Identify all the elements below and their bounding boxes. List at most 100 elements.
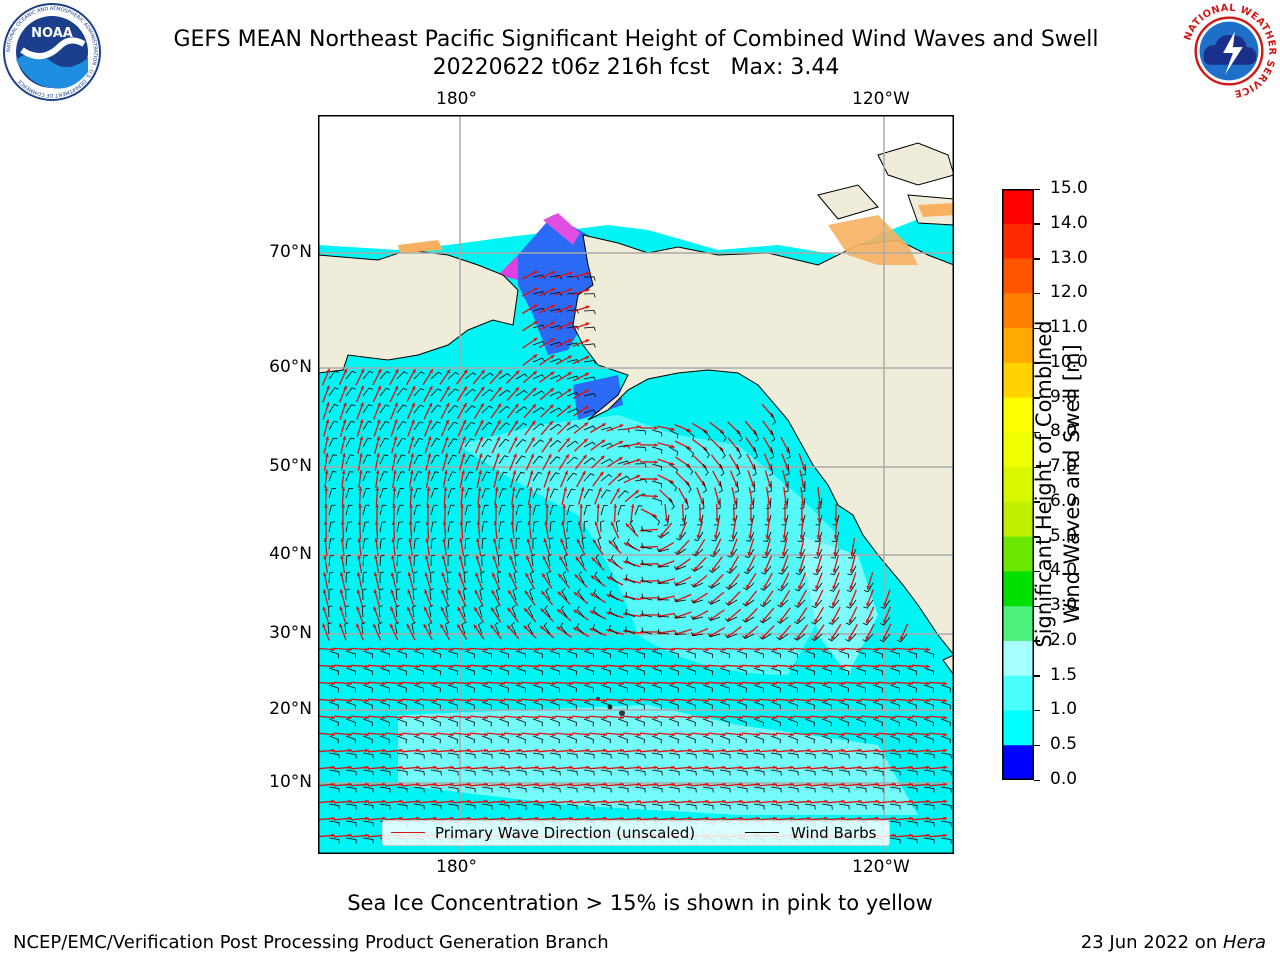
wave-direction-arrowhead	[773, 664, 777, 669]
wave-direction-arrowhead	[407, 606, 411, 611]
wave-direction-arrowhead	[382, 782, 386, 787]
wind-barb	[379, 454, 389, 465]
wind-barb	[413, 752, 425, 759]
wind-barb	[345, 752, 357, 759]
wind-barb	[641, 559, 653, 567]
wind-barb	[725, 599, 738, 606]
wave-direction-arrowhead	[637, 799, 641, 804]
wind-barb	[498, 667, 509, 676]
wave-direction-arrowhead	[357, 538, 362, 542]
wind-barb	[651, 463, 662, 471]
wind-barb	[821, 769, 833, 776]
wave-direction-arrowhead	[461, 453, 466, 458]
colorbar-tick-mark	[1034, 292, 1040, 295]
wave-direction-arrowhead	[399, 681, 403, 686]
wave-direction-arrowhead	[564, 470, 568, 475]
wave-direction-arrowhead	[832, 602, 836, 607]
wave-direction-arrowhead	[535, 748, 539, 753]
wave-direction-arrowhead	[798, 585, 802, 590]
wind-barb	[657, 612, 670, 618]
wind-barb	[446, 571, 452, 584]
wave-direction-arrowhead	[339, 606, 344, 611]
wind-barb	[634, 786, 646, 793]
wave-direction-arrowhead	[679, 534, 683, 539]
wave-direction-arrowhead	[525, 573, 529, 578]
wave-direction-arrowhead	[543, 538, 548, 543]
wind-barb	[787, 786, 799, 793]
wind-barb	[549, 407, 562, 414]
wind-barb	[600, 489, 611, 499]
wave-direction-arrowhead	[671, 698, 675, 703]
wind-barb	[361, 605, 367, 618]
wave-direction-arrowhead	[462, 419, 467, 424]
wave-direction-arrowhead	[926, 782, 930, 787]
wind-barb	[447, 421, 458, 431]
wind-barb	[872, 735, 883, 744]
wave-direction-arrowhead	[715, 518, 720, 522]
wave-direction-arrowhead	[603, 715, 607, 720]
wind-barb	[762, 548, 772, 559]
wave-direction-arrowhead	[359, 453, 363, 457]
wind-barb	[727, 548, 738, 558]
wave-direction-arrowhead	[342, 436, 347, 441]
wave-direction-arrowhead	[527, 521, 532, 525]
wind-barb	[581, 537, 586, 550]
wind-barb	[464, 752, 476, 759]
wave-direction-arrowhead	[671, 782, 675, 787]
wind-barb	[379, 786, 391, 793]
wind-barb	[566, 520, 572, 533]
wind-barb	[641, 627, 653, 635]
colorbar-tick-label: 6.0	[1050, 490, 1078, 511]
lat-label-20n: 20°N	[269, 699, 312, 719]
footer-organization: NCEP/EMC/Verification Post Processing Pr…	[13, 932, 609, 953]
wave-direction-arrowhead	[599, 471, 604, 476]
wind-barb	[396, 718, 407, 727]
wave-direction-arrowhead	[433, 782, 437, 787]
wind-barb	[362, 650, 373, 659]
bottom-lon-label-180: 180°	[436, 857, 477, 877]
wave-direction-arrowhead	[475, 555, 480, 560]
map-panel	[318, 115, 954, 854]
wave-direction-arrowhead	[832, 585, 836, 590]
wave-direction-arrowhead	[552, 698, 556, 703]
wind-barb	[413, 735, 424, 744]
colorbar-tick-label: 3.0	[1050, 595, 1078, 616]
wave-direction-arrowhead	[484, 748, 488, 753]
wave-direction-arrowhead	[637, 647, 641, 652]
wave-direction-arrowhead	[392, 504, 396, 508]
wind-barb	[685, 684, 696, 693]
wave-direction-arrowhead	[749, 518, 753, 522]
wind-barb	[532, 406, 545, 414]
wave-direction-arrowhead	[796, 635, 801, 640]
wind-barb	[379, 571, 385, 584]
wind-barb	[445, 605, 450, 618]
wave-direction-arrowhead	[790, 799, 794, 804]
wind-barb	[855, 786, 867, 793]
wave-direction-arrowhead	[501, 799, 505, 804]
wave-direction-arrowhead	[841, 664, 845, 669]
wind-barb	[725, 582, 738, 590]
wave-direction-arrowhead	[408, 538, 413, 542]
wave-direction-arrowhead	[832, 568, 837, 573]
wind-barb	[617, 786, 629, 793]
wind-barb	[736, 650, 747, 659]
wave-direction-arrowhead	[620, 698, 624, 703]
wind-barb	[685, 667, 696, 676]
wave-direction-arrowhead	[756, 698, 760, 703]
wave-direction-arrowhead	[411, 419, 415, 424]
wind-barb	[821, 735, 832, 744]
wave-direction-arrowhead	[807, 782, 811, 787]
wind-barb	[906, 803, 918, 810]
wave-direction-arrowhead	[365, 732, 369, 737]
wind-barb	[396, 650, 407, 659]
wave-direction-arrowhead	[343, 368, 347, 373]
wave-direction-arrowhead	[484, 816, 488, 821]
wave-direction-arrowhead	[865, 636, 870, 640]
wind-barb	[362, 752, 374, 759]
wave-direction-arrowhead	[807, 732, 811, 737]
wave-direction-arrowhead	[654, 494, 658, 499]
wind-barb	[428, 605, 433, 618]
wave-direction-arrowhead	[768, 466, 772, 471]
wave-direction-arrowhead	[816, 535, 821, 539]
wind-barb	[547, 554, 552, 567]
